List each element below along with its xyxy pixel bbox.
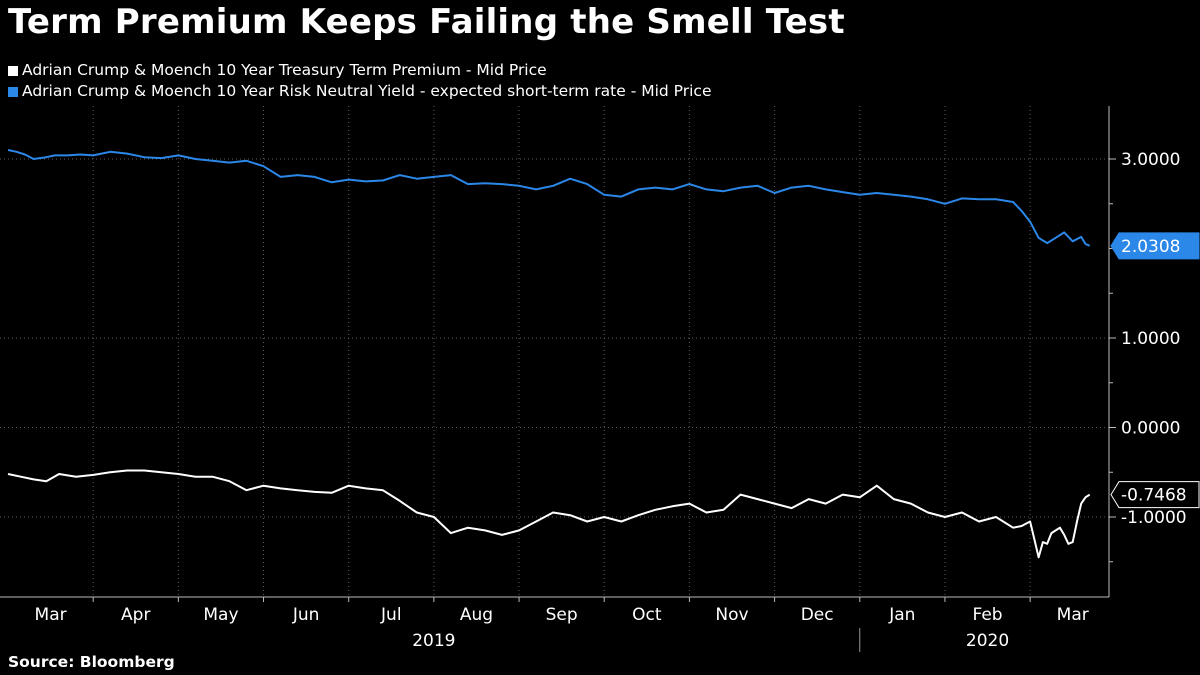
x-tick-label: Nov [715, 605, 748, 625]
y-tick-label: -1.0000 [1121, 508, 1187, 528]
y-tick-label: 0.0000 [1121, 419, 1180, 439]
last-value-label: 2.0308 [1121, 237, 1180, 257]
last-value-badge-shape [1110, 232, 1200, 260]
legend-label-term-premium: Adrian Crump & Moench 10 Year Treasury T… [22, 61, 547, 79]
legend-swatch-risk-neutral-yield [8, 86, 18, 97]
x-tick-label: Jan [888, 605, 915, 625]
series-line-risk-neutral-yield [7, 149, 1091, 247]
source-note: Source: Bloomberg [8, 653, 175, 671]
legend-label-risk-neutral-yield: Adrian Crump & Moench 10 Year Risk Neutr… [22, 82, 712, 100]
x-tick-label: Jun [292, 605, 320, 625]
last-value-badge-shape [1110, 481, 1200, 509]
x-tick-label: Aug [460, 605, 493, 625]
x-tick-label: Feb [972, 605, 1002, 625]
last-value-badge: -0.7468 [1110, 481, 1200, 509]
x-tick-label: May [203, 605, 238, 625]
x-tick-label: Mar [35, 605, 67, 625]
last-value-label: -0.7468 [1121, 486, 1187, 506]
legend-swatch-term-premium [8, 65, 18, 76]
year-label: 2020 [966, 631, 1009, 651]
x-tick-label: Jul [380, 605, 402, 625]
y-tick-label: 3.0000 [1121, 150, 1180, 170]
legend: Adrian Crump & Moench 10 Year Treasury T… [8, 60, 712, 102]
y-tick-label: 1.0000 [1121, 329, 1180, 349]
x-tick-label: Sep [546, 605, 578, 625]
x-tick-label: Dec [801, 605, 834, 625]
legend-item-term-premium: Adrian Crump & Moench 10 Year Treasury T… [8, 60, 712, 81]
legend-item-risk-neutral-yield: Adrian Crump & Moench 10 Year Risk Neutr… [8, 81, 712, 102]
last-value-badge: 2.0308 [1110, 232, 1200, 260]
chart-title: Term Premium Keeps Failing the Smell Tes… [8, 2, 845, 42]
x-tick-label: Mar [1057, 605, 1089, 625]
x-tick-label: Apr [121, 605, 150, 625]
series-line-term-premium [7, 469, 1091, 559]
year-label: 2019 [412, 631, 455, 651]
x-tick-label: Oct [632, 605, 662, 625]
